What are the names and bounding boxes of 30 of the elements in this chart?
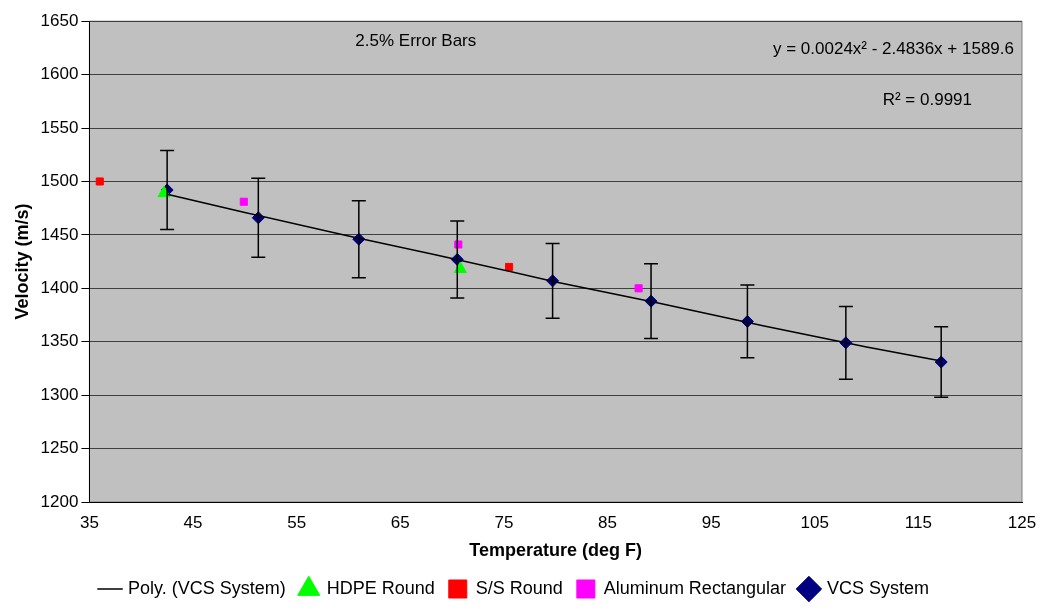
annotation: y = 0.0024x² - 2.4836x + 1589.6 <box>772 38 1014 58</box>
y-tick-label: 1550 <box>40 117 79 137</box>
x-tick-label: 85 <box>598 512 617 532</box>
y-tick-label: 1650 <box>40 10 79 30</box>
x-tick-label: 125 <box>1007 512 1037 532</box>
y-axis-title: Velocity (m/s) <box>11 203 32 320</box>
x-tick-label: 55 <box>287 512 307 532</box>
y-tick-label: 1400 <box>40 278 79 297</box>
y-tick-label: 1300 <box>40 384 79 404</box>
y-tick-label: 1200 <box>40 491 79 511</box>
annotation: R² = 0.9991 <box>882 90 972 110</box>
x-tick-label: 95 <box>701 512 721 532</box>
x-axis-title: Temperature (deg F) <box>469 540 643 561</box>
y-tick-label: 1350 <box>40 331 79 351</box>
legend-label: Aluminum Rectangular <box>603 577 786 598</box>
x-tick-label: 35 <box>79 512 99 532</box>
x-tick-label: 75 <box>494 512 514 532</box>
legend-label: Poly. (VCS System) <box>128 577 286 598</box>
legend-label: S/S Round <box>475 577 563 598</box>
y-tick-label: 1600 <box>40 64 79 84</box>
legend-label: HDPE Round <box>326 577 435 598</box>
y-tick-label: 1450 <box>40 224 79 244</box>
x-tick-label: 115 <box>904 512 932 532</box>
x-tick-label: 65 <box>390 512 410 532</box>
x-tick-label: 105 <box>800 512 829 532</box>
x-tick-label: 45 <box>183 512 203 532</box>
annotation: 2.5% Error Bars <box>355 30 477 50</box>
y-tick-label: 1500 <box>40 171 79 191</box>
y-tick-label: 1250 <box>40 438 79 458</box>
legend-label: VCS System <box>826 577 929 598</box>
